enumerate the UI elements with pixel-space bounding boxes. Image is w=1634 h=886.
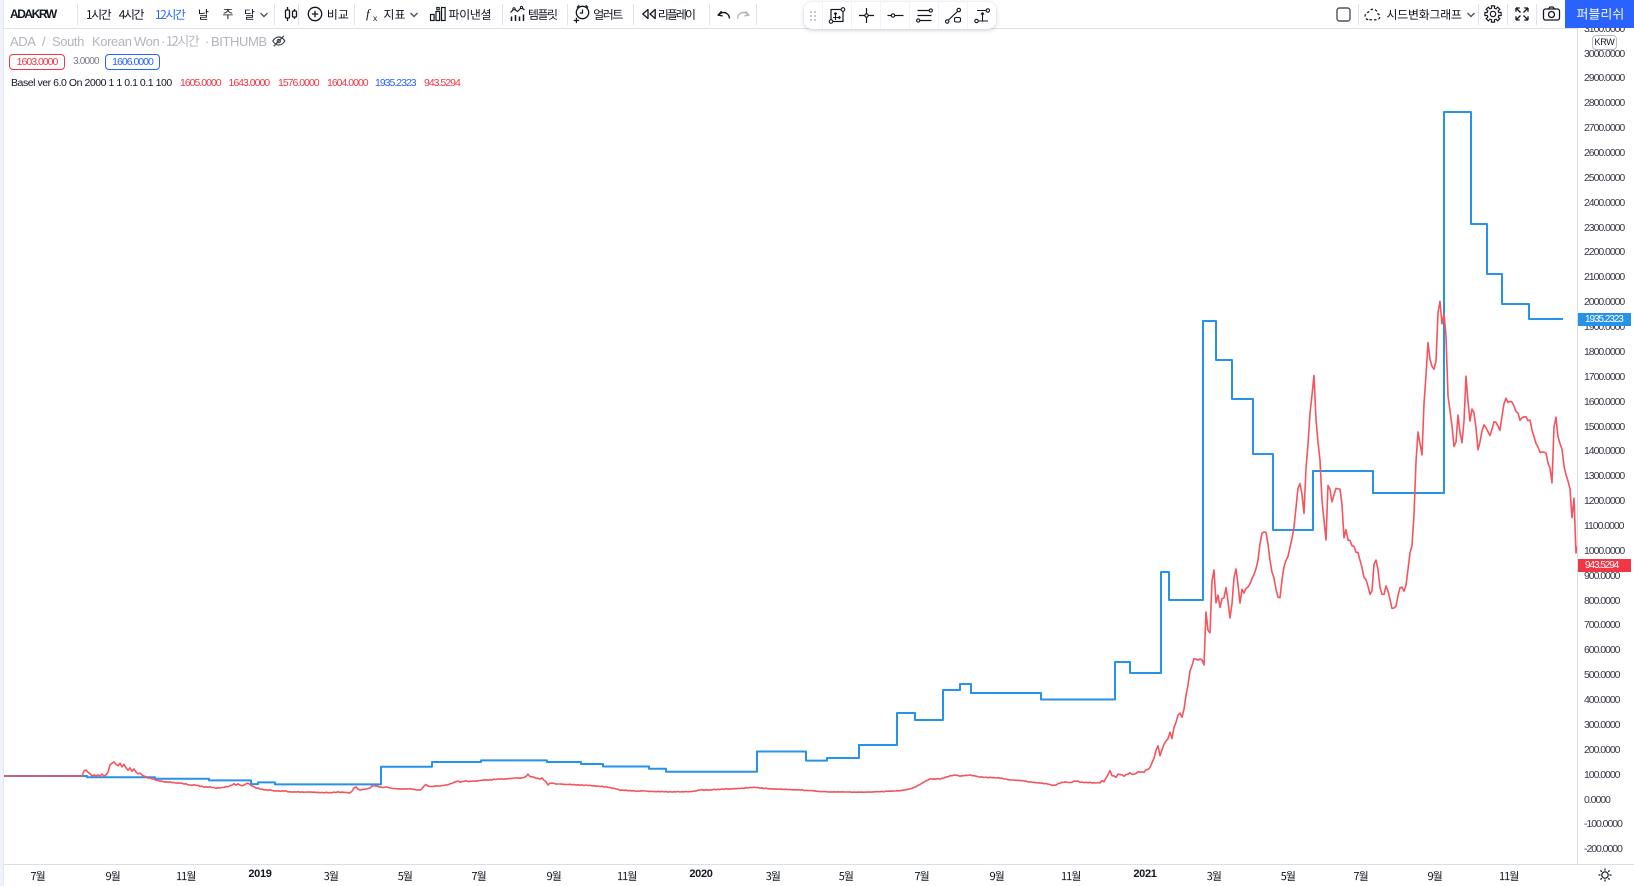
svg-text:x: x bbox=[373, 13, 378, 23]
svg-text:f: f bbox=[366, 6, 372, 21]
